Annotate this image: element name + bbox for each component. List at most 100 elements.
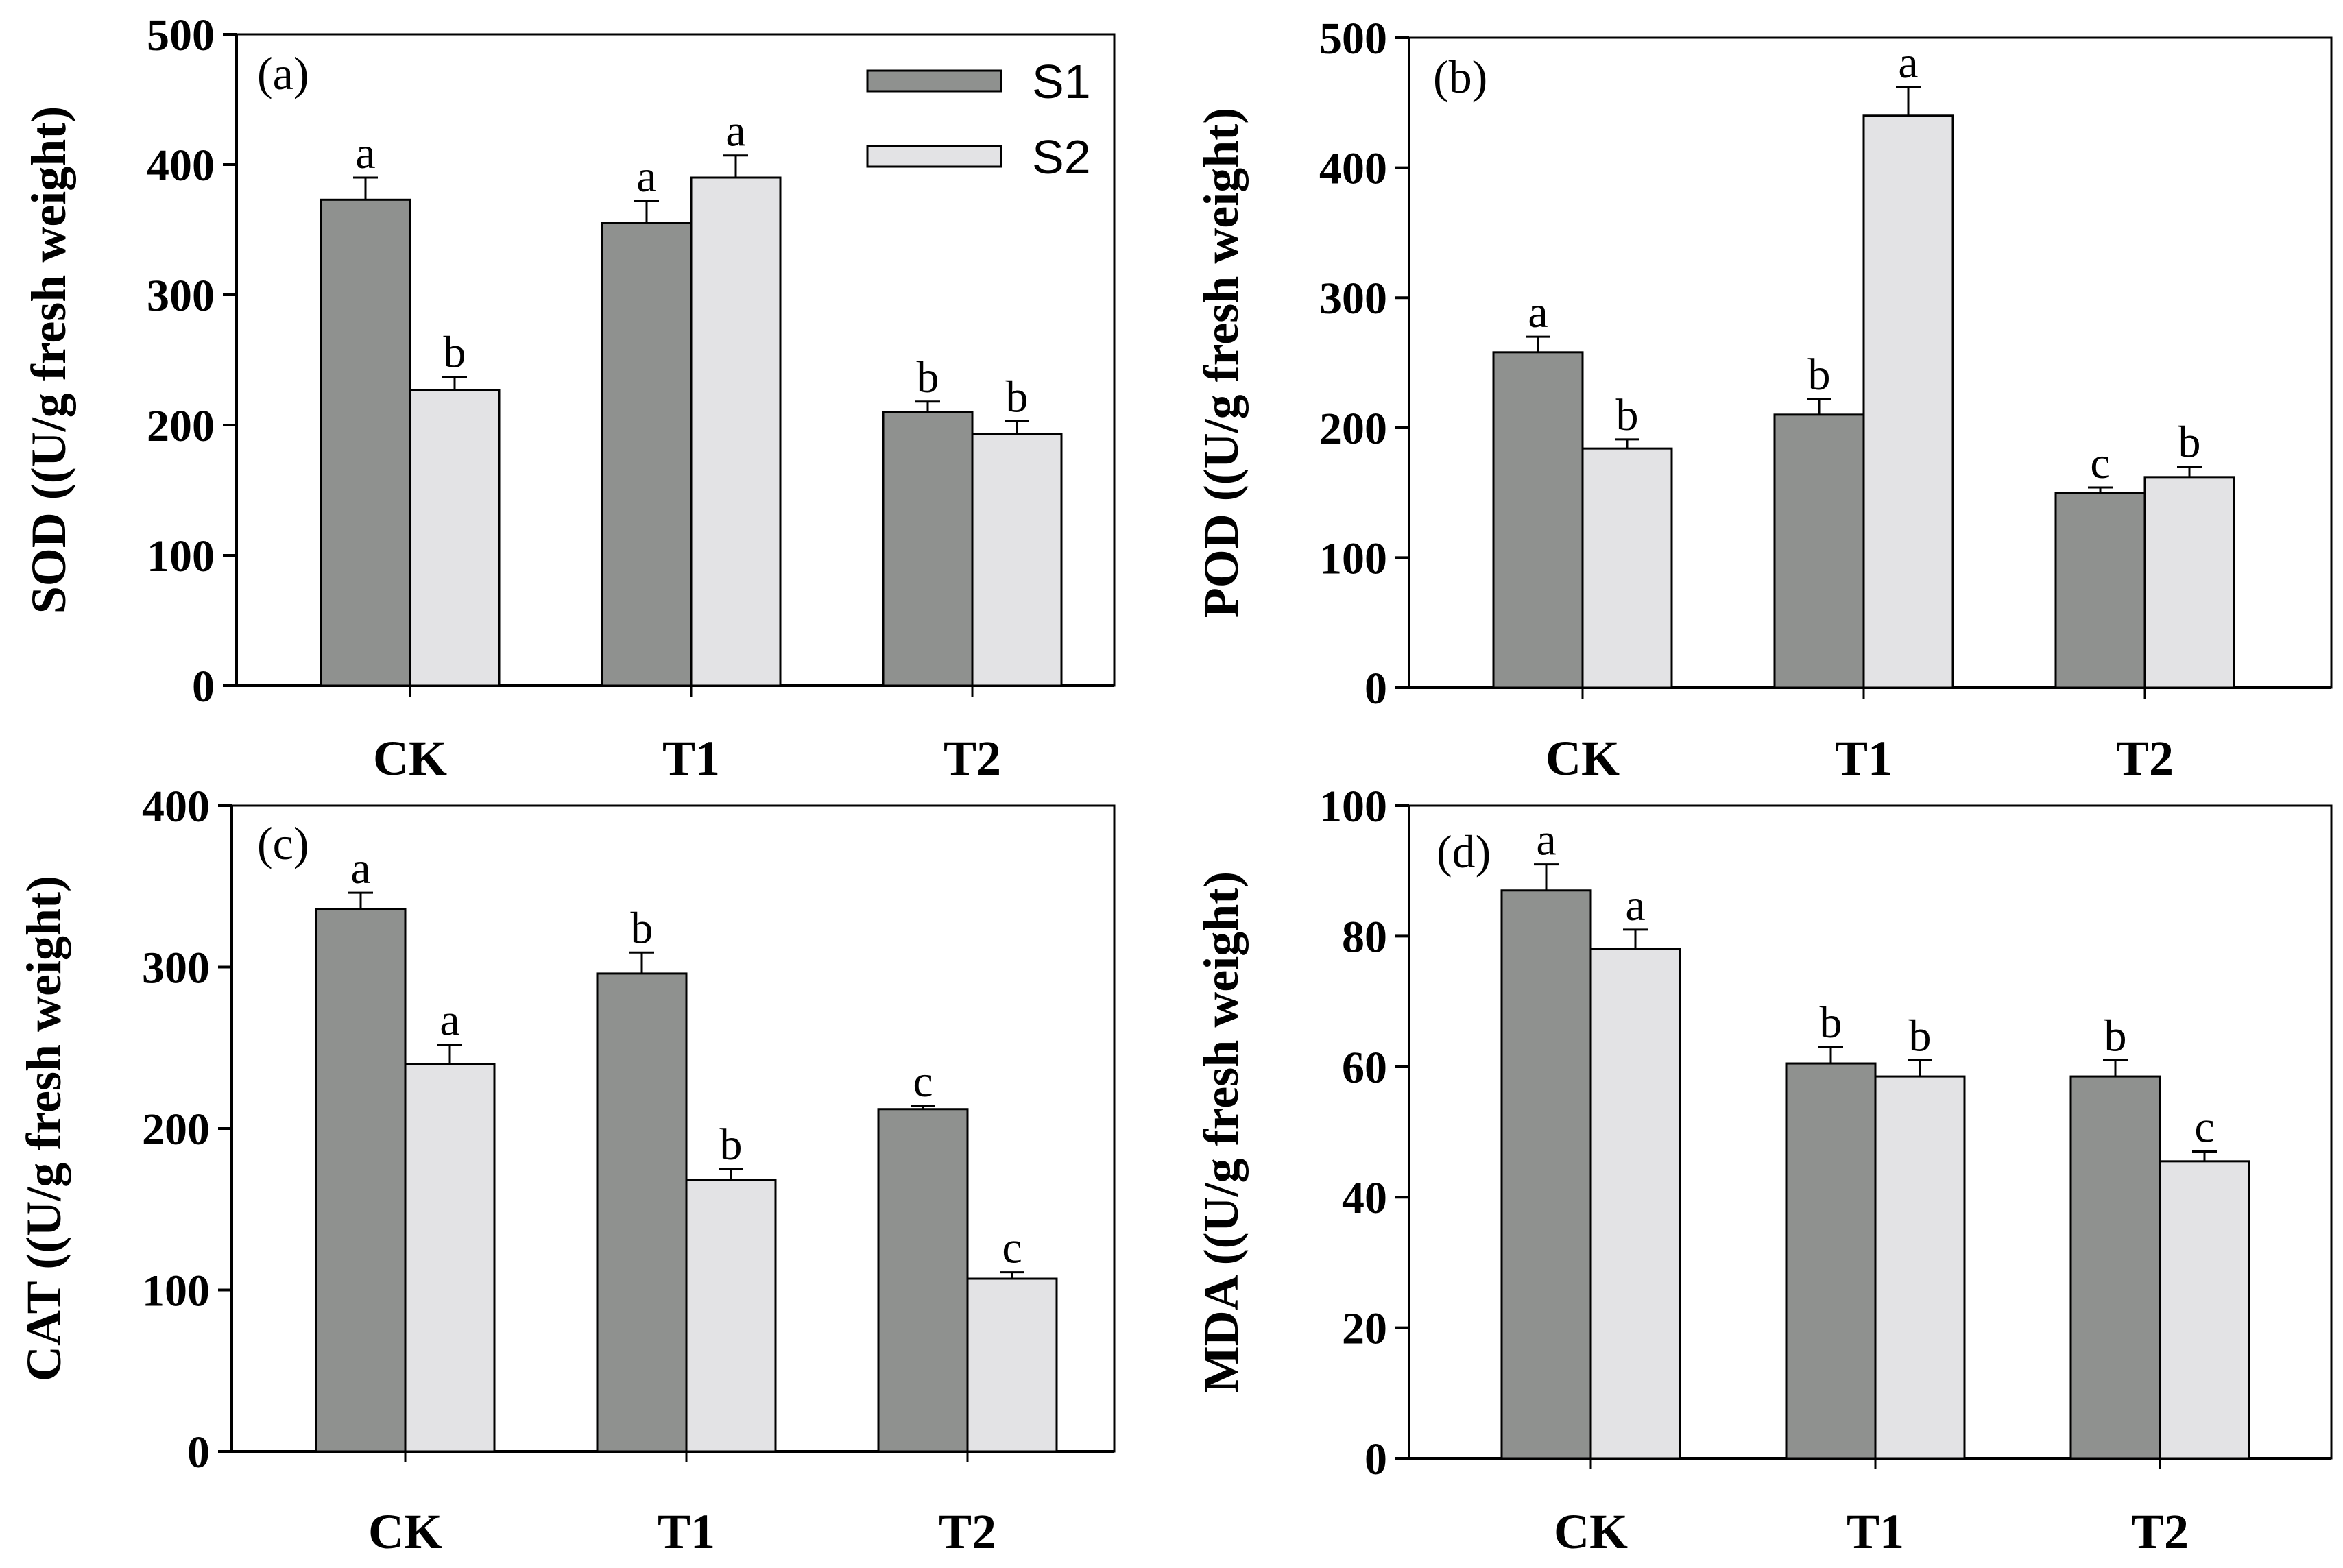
y-axis-label: POD ((U/g fresh weight) (1194, 108, 1249, 618)
y-axis-label: SOD ((U/g fresh weight) (21, 106, 76, 614)
bar-s1 (1785, 1062, 1877, 1460)
bar-s1 (1492, 351, 1584, 689)
bar-s1 (596, 972, 688, 1453)
significance-letter: a (1898, 38, 1918, 88)
y-tick-label: 0 (192, 662, 215, 712)
significance-letter: b (1820, 998, 1842, 1048)
bar-s1 (877, 1108, 969, 1453)
significance-letter: c (2194, 1102, 2214, 1153)
y-tick-label: 100 (147, 531, 215, 581)
y-tick-label: 0 (187, 1427, 210, 1477)
bar-s2 (971, 433, 1063, 687)
x-category-label: T2 (2116, 731, 2174, 786)
bar-s2 (1862, 114, 1954, 689)
bar-s1 (320, 198, 411, 687)
y-tick-label: 400 (147, 141, 215, 191)
bar-s1 (1773, 413, 1865, 689)
bar-s2 (409, 389, 501, 687)
panel-label: (b) (1433, 51, 1487, 103)
y-tick-label: 500 (147, 10, 215, 60)
y-tick-label: 200 (147, 401, 215, 451)
significance-letter: b (1006, 372, 1029, 422)
y-tick-label: 60 (1342, 1043, 1387, 1093)
y-axis-label: MDA ((U/g fresh weight) (1194, 871, 1249, 1393)
chart-panel-3: 0 100 200 300 400 CK T1 T2 a b c a b c (c) CAT ((U/g fr… (16, 782, 1116, 1559)
significance-letter: b (917, 352, 939, 402)
significance-letter: b (631, 903, 653, 953)
significance-letter: a (636, 152, 656, 202)
significance-letter: b (1909, 1011, 1932, 1061)
y-tick-label: 100 (142, 1266, 210, 1316)
legend-label-s1: S1 (1032, 55, 1091, 108)
significance-letter: b (1808, 350, 1831, 400)
y-tick-label: 200 (142, 1105, 210, 1155)
x-category-label: T2 (944, 731, 1001, 786)
bar-s2 (2143, 476, 2235, 689)
y-tick-label: 200 (1319, 404, 1387, 454)
significance-letter: c (1002, 1223, 1022, 1273)
bar-s2 (966, 1277, 1058, 1453)
y-tick-label: 300 (1319, 274, 1387, 324)
y-axis-label: CAT ((U/g fresh weight) (16, 876, 71, 1382)
bar-s1 (2054, 492, 2146, 689)
bar-s1 (1500, 889, 1592, 1460)
x-category-label: T1 (658, 1504, 715, 1559)
significance-letter: b (720, 1120, 743, 1170)
x-category-label: CK (1554, 1504, 1628, 1559)
bar-s2 (404, 1063, 496, 1453)
y-tick-label: 400 (142, 782, 210, 832)
y-tick-label: 40 (1342, 1173, 1387, 1223)
significance-letter: c (2090, 438, 2110, 488)
y-tick-label: 400 (1319, 144, 1387, 194)
y-tick-label: 0 (1365, 664, 1387, 714)
panel-label: (d) (1437, 825, 1491, 878)
y-tick-label: 100 (1319, 533, 1387, 583)
x-category-label: T2 (2131, 1504, 2189, 1559)
y-tick-label: 20 (1342, 1304, 1387, 1354)
x-category-label: T1 (1847, 1504, 1904, 1559)
bar-s2 (690, 176, 782, 687)
x-category-label: T1 (662, 731, 720, 786)
x-category-label: T2 (939, 1504, 996, 1559)
significance-letter: b (2104, 1011, 2127, 1061)
y-tick-label: 300 (147, 271, 215, 321)
bar-s2 (1589, 948, 1681, 1460)
significance-letter: b (444, 328, 466, 378)
bar-s2 (685, 1179, 777, 1453)
significance-letter: c (913, 1057, 933, 1107)
panel-label: (a) (257, 47, 309, 99)
x-category-label: CK (373, 731, 447, 786)
panel-label: (c) (257, 817, 309, 869)
chart-panel-4: 0 20 40 60 80 100 CK T1 T2 a b b a b c (d) MDA ((U/g fre… (1194, 782, 2333, 1559)
bar-s1 (601, 222, 693, 687)
legend-label-s2: S2 (1032, 130, 1091, 184)
bar-s2 (1581, 447, 1673, 689)
y-tick-label: 100 (1319, 782, 1387, 832)
significance-letter: a (350, 843, 370, 893)
x-category-label: CK (368, 1504, 442, 1559)
chart-panel-1: 0 100 200 300 400 500 CK T1 T2 a a b b a b (a) SOD ((U/g… (21, 10, 1116, 786)
significance-letter: b (1616, 390, 1639, 440)
significance-letter: a (1536, 815, 1556, 865)
significance-letter: a (355, 128, 375, 178)
significance-letter: a (725, 106, 745, 156)
bar-s2 (2159, 1160, 2250, 1460)
x-category-label: T1 (1835, 731, 1893, 786)
significance-letter: a (1625, 880, 1645, 930)
chart-panel-2: 0 100 200 300 400 500 CK T1 T2 a b c b a b (b) POD ((U/g… (1194, 14, 2333, 786)
y-tick-label: 500 (1319, 14, 1387, 64)
y-tick-label: 300 (142, 943, 210, 993)
legend-swatch-s2 (866, 145, 1002, 168)
bar-s2 (1874, 1075, 1966, 1460)
significance-letter: a (440, 996, 459, 1046)
bar-s1 (882, 411, 974, 687)
bar-s1 (315, 908, 407, 1453)
significance-letter: a (1528, 287, 1548, 337)
y-tick-label: 0 (1365, 1434, 1387, 1484)
y-tick-label: 80 (1342, 912, 1387, 962)
bar-s1 (2069, 1075, 2161, 1460)
legend-swatch-s1 (866, 69, 1002, 93)
significance-letter: b (2178, 418, 2201, 468)
